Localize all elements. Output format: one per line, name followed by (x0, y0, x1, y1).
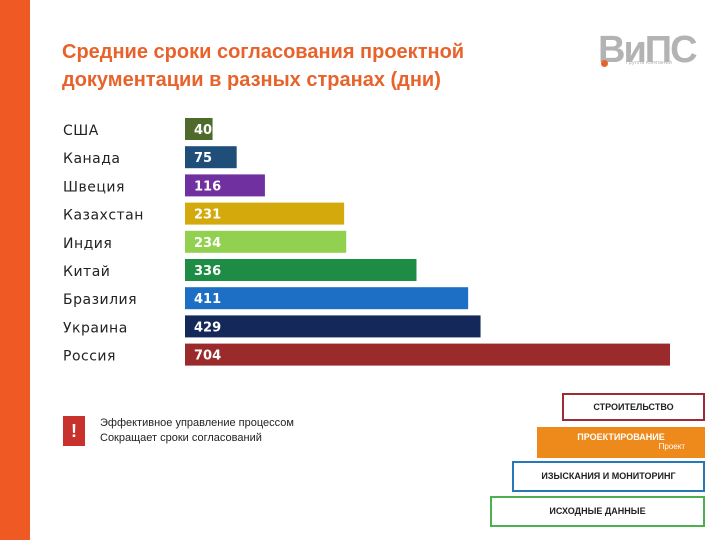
company-logo: ВиПС группа компаний (598, 29, 698, 71)
bar-chart: США 40 Канада 75 Швеция 116 Казахстан 231 Индия 2… (63, 118, 670, 366)
logo-dot (601, 60, 608, 67)
stage-surveys: ИЗЫСКАНИЯ И МОНИТОРИНГ (512, 461, 705, 492)
value-label: 411 (194, 292, 221, 307)
value-label: 40 (194, 123, 212, 138)
value-label: 704 (194, 349, 221, 364)
bar (185, 202, 345, 225)
category-label: Украина (63, 320, 128, 336)
value-label: 336 (194, 264, 221, 279)
value-label: 231 (194, 208, 221, 223)
category-label: США (63, 123, 99, 139)
bar (185, 230, 347, 253)
category-label: Россия (63, 349, 116, 365)
bar (185, 174, 265, 197)
category-label: Швеция (63, 179, 125, 195)
logo-subtitle: группа компаний (626, 60, 672, 66)
note-line-2: Сокращает сроки согласований (100, 432, 262, 444)
bar (185, 343, 670, 366)
category-label: Бразилия (63, 292, 137, 308)
category-label: Индия (63, 236, 112, 252)
note-line-1: Эффективное управление процессом (100, 417, 294, 429)
logo-mark: ВиПС (598, 29, 698, 71)
value-label: 75 (194, 151, 212, 166)
bar (185, 146, 237, 169)
side-accent-bar (0, 0, 30, 540)
note-text: Эффективное управление процессом Сокраща… (100, 416, 294, 446)
title-line-2: документации в разных странах (дни) (62, 69, 441, 91)
stage-design-sublabel: Проект (658, 442, 685, 451)
bar (185, 118, 213, 140)
category-label: Канада (63, 151, 121, 167)
exclamation-icon: ! (63, 416, 85, 446)
category-label: Казахстан (63, 208, 144, 224)
bar (185, 287, 469, 310)
value-label: 116 (194, 179, 221, 194)
value-label: 234 (194, 236, 221, 251)
stage-source-data: ИСХОДНЫЕ ДАННЫЕ (490, 496, 705, 527)
stage-construction: СТРОИТЕЛЬСТВО (562, 393, 705, 421)
bar (185, 259, 417, 281)
page-title: Средние сроки согласования проектной док… (62, 38, 532, 94)
category-label: Китай (63, 264, 110, 280)
value-label: 429 (194, 320, 221, 335)
stage-design-label: ПРОЕКТИРОВАНИЕ (577, 432, 665, 442)
bar (185, 315, 481, 338)
stage-design: ПРОЕКТИРОВАНИЕ Проект (537, 427, 705, 458)
title-line-1: Средние сроки согласования проектной (62, 41, 465, 63)
